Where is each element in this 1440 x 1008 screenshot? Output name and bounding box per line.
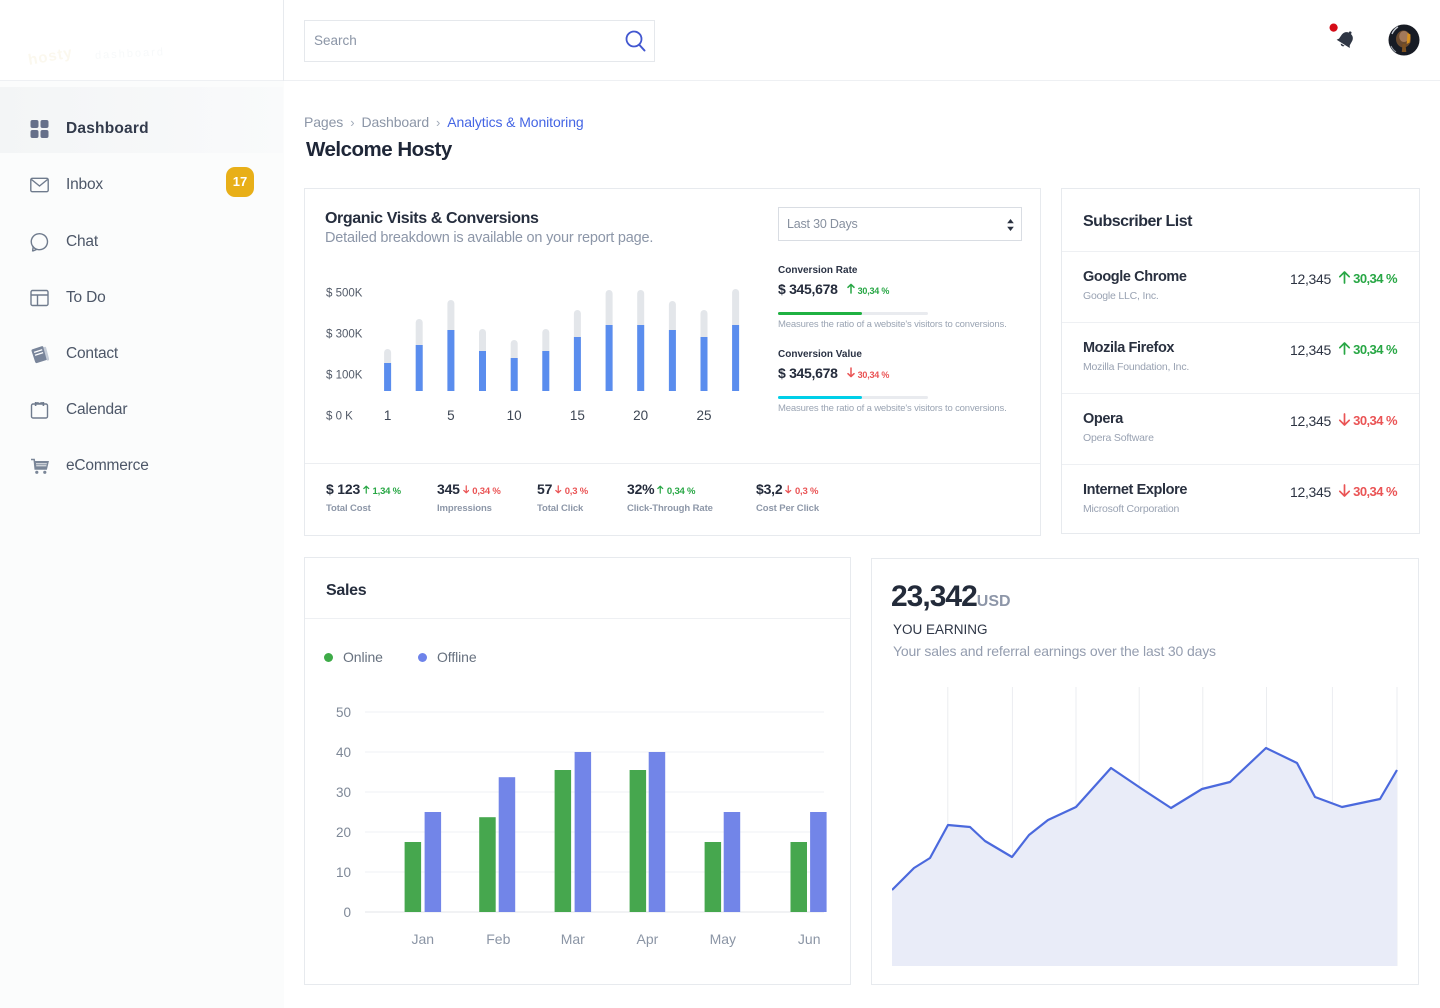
svg-text:May: May: [710, 931, 736, 947]
svg-text:20: 20: [336, 825, 351, 840]
svg-text:25: 25: [696, 408, 711, 423]
svg-text:10: 10: [507, 408, 522, 423]
svg-text:$ 300K: $ 300K: [326, 329, 363, 341]
svg-text:20: 20: [633, 408, 648, 423]
svg-text:50: 50: [336, 705, 351, 720]
svg-text:10: 10: [336, 865, 351, 880]
svg-text:Feb: Feb: [486, 931, 510, 947]
svg-text:Jun: Jun: [798, 931, 821, 947]
svg-text:Apr: Apr: [637, 931, 659, 947]
svg-text:0: 0: [343, 905, 351, 920]
svg-text:Mar: Mar: [561, 931, 585, 947]
svg-text:$ 100K: $ 100K: [326, 370, 363, 382]
svg-text:Jan: Jan: [412, 931, 435, 947]
svg-text:15: 15: [570, 408, 585, 423]
svg-text:40: 40: [336, 745, 351, 760]
svg-text:5: 5: [447, 408, 455, 423]
svg-text:$ 0 K: $ 0 K: [326, 411, 353, 423]
svg-text:1: 1: [384, 408, 392, 423]
svg-text:30: 30: [336, 785, 351, 800]
svg-text:$ 500K: $ 500K: [326, 288, 363, 300]
